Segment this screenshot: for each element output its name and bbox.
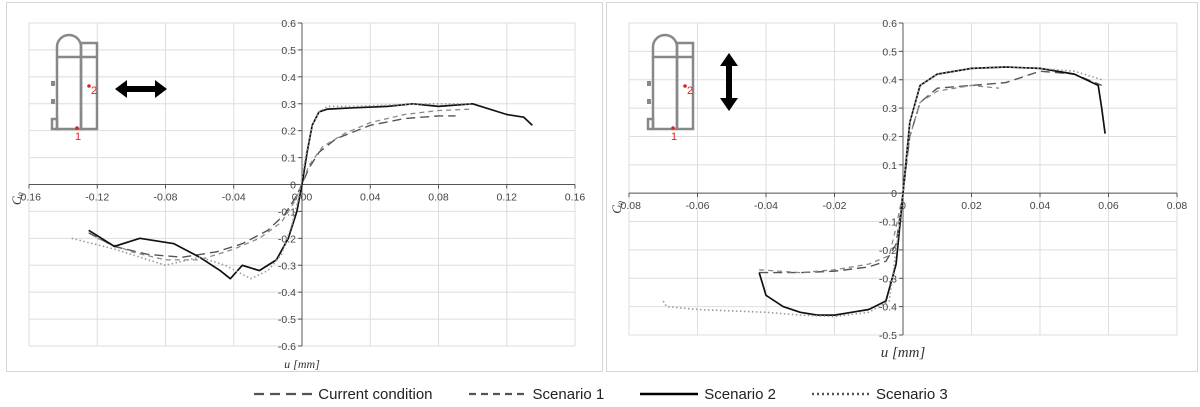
- chart-panel-left: -0.16 -0.12 -0.08 -0.04 0.00 0.04 0.08 0.12 0.16…: [6, 2, 603, 372]
- series-line-4: [662, 66, 1102, 318]
- x-tick-label: -0.16: [17, 192, 41, 204]
- inset-nave: [651, 55, 679, 131]
- y-tick-label: 0.3: [281, 99, 296, 111]
- x-tick-label: -0.12: [85, 192, 109, 204]
- legend-item: Scenario 3: [810, 386, 948, 403]
- inset-dome: [55, 33, 83, 57]
- legend-swatch: [468, 392, 527, 396]
- inset-point-1: [671, 126, 675, 130]
- x-axis-label: u [mm]: [284, 357, 320, 371]
- x-tick-label: 0.04: [360, 192, 381, 204]
- x-tick-label: 0.00: [292, 192, 313, 204]
- inset-point-2: [683, 84, 687, 88]
- y-tick-label: 0.1: [882, 160, 897, 172]
- y-tick-label: -0.4: [879, 302, 897, 314]
- x-tick-label: 0.04: [1030, 200, 1051, 212]
- series-line-1: [88, 115, 456, 258]
- chart-panel-right: -0.08 -0.06 -0.04 -0.02 0 0.02 0.04 0.06 0.08 -0.…: [606, 2, 1198, 372]
- y-tick-label: -0.2: [879, 245, 897, 257]
- x-tick-label: 0.08: [1167, 200, 1188, 212]
- structure-inset: 12: [50, 33, 99, 143]
- legend-swatch: [254, 392, 313, 396]
- y-tick-label: 0.5: [281, 45, 296, 57]
- inset-step: [646, 117, 655, 131]
- x-tick-label: 0.02: [961, 200, 982, 212]
- legend-swatch: [811, 392, 870, 396]
- legend-label: Scenario 3: [875, 385, 948, 403]
- y-axis-label: C₀: [9, 192, 24, 205]
- y-tick-label: -0.1: [879, 217, 897, 229]
- x-tick-label: -0.04: [222, 192, 246, 204]
- x-tick-label: 0.12: [497, 192, 518, 204]
- inset-tower: [675, 41, 695, 131]
- structure-inset: 12: [646, 33, 695, 143]
- y-tick-label: 0.4: [281, 72, 296, 84]
- y-tick-label: 0.6: [882, 18, 897, 30]
- x-tick-label: 0: [900, 200, 906, 212]
- inset-label-1: 1: [671, 131, 677, 143]
- inset-buttress: [647, 81, 651, 86]
- legend-label: Scenario 2: [704, 385, 776, 403]
- inset-step: [50, 117, 59, 131]
- legend-item: Scenario 1: [467, 385, 605, 403]
- y-axis-label: C₀: [609, 201, 624, 214]
- inset-label-1: 1: [75, 131, 81, 143]
- x-axis-label: u [mm]: [881, 345, 926, 361]
- inset-buttress: [51, 81, 55, 86]
- x-tick-label: -0.02: [823, 200, 847, 212]
- x-tick-label: -0.08: [154, 192, 178, 204]
- x-tick-label: -0.04: [754, 200, 778, 212]
- y-tick-label: 0: [290, 180, 296, 192]
- inset-buttress: [51, 99, 55, 104]
- legend-item: Scenario 2: [638, 386, 776, 403]
- y-tick-label: -0.3: [278, 260, 296, 272]
- y-tick-label: -0.3: [879, 273, 897, 285]
- y-tick-label: 0.2: [882, 131, 897, 143]
- y-tick-label: 0: [891, 188, 897, 200]
- legend: Current condition Scenario 1 Scenario 2 Sce…: [0, 383, 1200, 405]
- y-tick-label: 0.6: [281, 18, 296, 30]
- legend-swatch: [640, 392, 699, 396]
- y-tick-label: -0.5: [879, 330, 897, 342]
- inset-buttress: [647, 99, 651, 104]
- y-tick-label: 0.1: [281, 153, 296, 165]
- y-tick-label: -0.5: [278, 314, 296, 326]
- chart-left: -0.16 -0.12 -0.08 -0.04 0.00 0.04 0.08 0.12 0.16…: [9, 18, 586, 371]
- inset-nave: [55, 55, 83, 131]
- load-direction-arrow-icon: [720, 53, 738, 111]
- y-tick-label: -0.4: [278, 287, 296, 299]
- x-tick-label: 0.08: [428, 192, 449, 204]
- y-tick-label: 0.2: [281, 126, 296, 138]
- y-tick-label: -0.6: [278, 341, 296, 353]
- inset-point-2: [87, 84, 91, 88]
- inset-label-2: 2: [91, 85, 97, 97]
- y-tick-label: 0.5: [882, 46, 897, 58]
- y-tick-label: 0.3: [882, 103, 897, 115]
- y-tick-label: 0.4: [882, 75, 897, 87]
- inset-point-1: [75, 126, 79, 130]
- chart-right: -0.08 -0.06 -0.04 -0.02 0 0.02 0.04 0.06 0.08 -0.…: [609, 18, 1188, 361]
- x-tick-label: -0.08: [617, 200, 641, 212]
- legend-label: Current condition: [318, 385, 433, 403]
- x-tick-label: 0.06: [1098, 200, 1119, 212]
- series-line-2: [759, 84, 999, 274]
- load-direction-arrow-icon: [115, 80, 167, 98]
- x-tick-label: 0.16: [565, 192, 586, 204]
- legend-item: Current condition: [252, 385, 433, 403]
- inset-label-2: 2: [687, 85, 693, 97]
- series-line-4: [71, 103, 473, 280]
- legend-label: Scenario 1: [532, 385, 605, 403]
- x-tick-label: -0.06: [686, 200, 710, 212]
- inset-tower: [79, 41, 99, 131]
- series-line-2: [97, 108, 473, 261]
- series-line-1: [759, 70, 1102, 274]
- inset-dome: [651, 33, 679, 57]
